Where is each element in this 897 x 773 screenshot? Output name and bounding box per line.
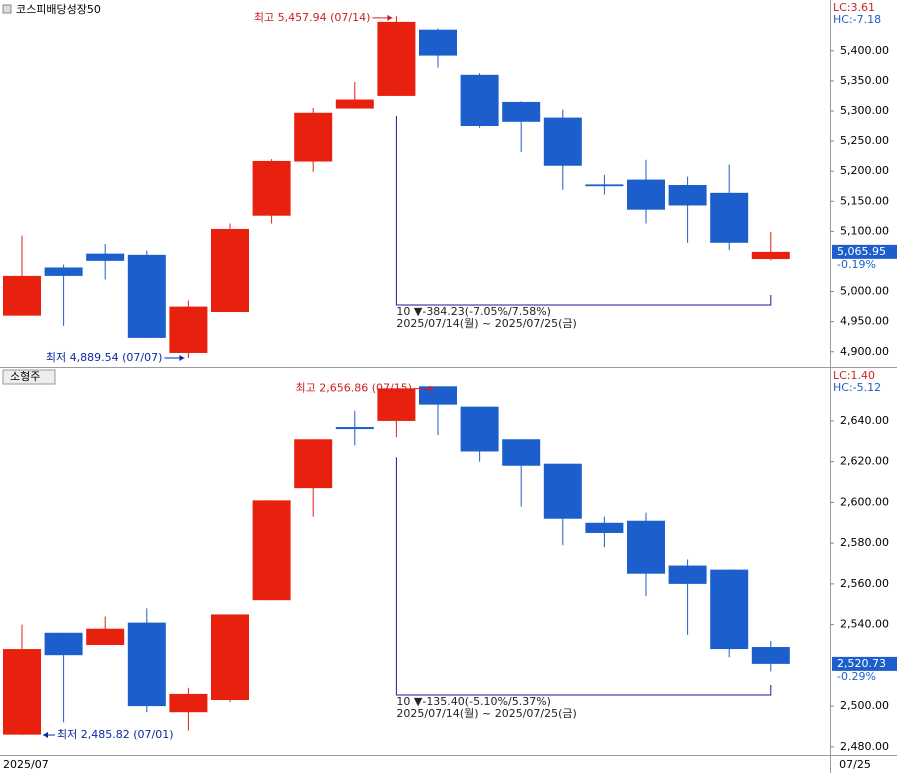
candle-body [627,520,665,574]
candle-body [252,160,291,216]
candle-body [460,406,499,452]
candle-body [668,185,707,206]
panel-icon [2,4,12,14]
candle-body [44,267,83,276]
arrow-head [387,14,393,21]
change-label: -0.29% [837,670,876,683]
last-price-label: 5,065.95 [837,245,886,258]
candle-body [44,632,83,656]
hc-label: HC:-5.12 [833,381,881,394]
lc-label: LC:1.40 [833,369,875,382]
candle-body [169,306,208,353]
x-tick-label: 2025/07 [3,758,49,771]
y-tick-label: 5,250.00 [840,134,889,147]
candle-body [211,614,249,700]
candle-body [335,427,374,430]
candle-body [751,647,790,664]
candle-body [377,388,416,421]
candle-body [710,192,749,243]
y-tick-label: 5,400.00 [840,44,889,57]
annotation: 최고 2,656.86 (07/15) [295,382,412,395]
y-tick-label: 2,620.00 [840,455,889,468]
annotation: 최저 4,889.54 (07/07) [46,351,163,364]
candle-body [86,253,125,261]
last-price-label: 2,520.73 [837,657,886,670]
candle-body [169,693,208,713]
candle-body [543,463,582,519]
candle-body [3,275,41,316]
candle-body [543,117,582,166]
candle-body [211,228,249,313]
range-stat: 10 ▼-384.23(-7.05%/7.58%) [396,305,551,318]
last-price-box [832,656,897,671]
range-stat: 10 ▼-135.40(-5.10%/5.37%) [396,695,551,708]
candle-body [377,21,416,96]
candle-body [502,439,541,466]
candle-body [3,649,41,735]
candle-body [585,184,624,187]
arrow-head [43,731,48,738]
arrow-head [429,385,434,392]
candle-body [627,179,665,210]
last-price-box [832,244,897,259]
y-tick-label: 5,200.00 [840,164,889,177]
y-tick-label: 4,900.00 [840,345,889,358]
x-tick-label: 07/25 [839,758,871,771]
candle-body [668,565,707,584]
y-tick-label: 2,560.00 [840,577,889,590]
hc-label: HC:-7.18 [833,13,881,26]
y-tick-label: 5,100.00 [840,224,889,237]
candle-body [252,500,291,601]
y-tick-label: 4,950.00 [840,315,889,328]
candle-body [419,386,457,405]
panel-tab [2,369,56,385]
candle-body [460,74,499,127]
candle-body [710,569,749,650]
y-tick-label: 5,300.00 [840,104,889,117]
candle-body [585,522,624,533]
y-tick-label: 5,350.00 [840,74,889,87]
y-tick-label: 2,540.00 [840,618,889,631]
panel-title: 코스피배당성장50 [16,3,101,16]
candle-body [127,622,166,707]
y-tick-label: 2,600.00 [840,495,889,508]
arrow-head [179,355,185,362]
y-tick-label: 2,500.00 [840,699,889,712]
candle-body [751,251,790,260]
annotation: 최고 5,457.94 (07/14) [254,11,371,24]
range-bracket [395,115,772,306]
lc-label: LC:3.61 [833,1,875,14]
annotation: 최저 2,485.82 (07/01) [57,728,174,741]
y-tick-label: 2,580.00 [840,536,889,549]
candle-body [127,254,166,338]
candle-body [419,29,457,56]
y-tick-label: 5,000.00 [840,285,889,298]
range-bracket [395,457,772,696]
candle-body [86,628,125,645]
y-tick-label: 2,480.00 [840,740,889,753]
candle-body [335,99,374,109]
range-stat: 2025/07/14(월) ~ 2025/07/25(금) [396,317,576,330]
y-tick-label: 5,150.00 [840,194,889,207]
candle-body [294,112,333,162]
candle-body [294,439,333,489]
candle-body [502,101,541,122]
panel-title: 소형주 [10,370,40,383]
range-stat: 2025/07/14(월) ~ 2025/07/25(금) [396,707,576,720]
change-label: -0.19% [837,258,876,271]
y-tick-label: 2,640.00 [840,414,889,427]
